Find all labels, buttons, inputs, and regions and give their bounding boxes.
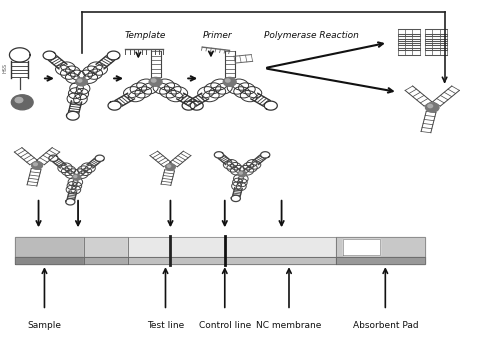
Polygon shape	[128, 257, 336, 264]
Text: Absorbent Pad: Absorbent Pad	[353, 321, 418, 330]
Circle shape	[165, 164, 175, 170]
Circle shape	[74, 176, 77, 177]
Polygon shape	[84, 237, 128, 257]
Circle shape	[34, 163, 38, 166]
Polygon shape	[128, 237, 336, 257]
Text: HSS: HSS	[2, 63, 7, 73]
Circle shape	[238, 171, 246, 177]
Circle shape	[226, 79, 230, 82]
Circle shape	[11, 95, 33, 110]
Circle shape	[223, 77, 236, 86]
Text: Polymerase Reaction: Polymerase Reaction	[264, 31, 359, 40]
Text: Sample: Sample	[28, 321, 61, 330]
Circle shape	[78, 79, 82, 82]
Circle shape	[32, 162, 42, 169]
Circle shape	[15, 98, 23, 103]
Text: Primer: Primer	[203, 31, 232, 40]
Text: Template: Template	[125, 31, 166, 40]
Circle shape	[428, 104, 433, 108]
Circle shape	[240, 172, 242, 174]
Circle shape	[73, 175, 81, 180]
Polygon shape	[15, 257, 84, 264]
Polygon shape	[336, 257, 425, 264]
Text: Control line: Control line	[199, 321, 251, 330]
Circle shape	[76, 78, 87, 86]
Circle shape	[149, 77, 162, 86]
Polygon shape	[343, 239, 380, 255]
Circle shape	[425, 103, 439, 112]
Circle shape	[167, 165, 170, 167]
Text: NC membrane: NC membrane	[256, 321, 322, 330]
Polygon shape	[15, 237, 84, 257]
Circle shape	[152, 79, 156, 82]
Polygon shape	[84, 257, 128, 264]
Text: Test line: Test line	[147, 321, 184, 330]
Polygon shape	[336, 237, 425, 257]
